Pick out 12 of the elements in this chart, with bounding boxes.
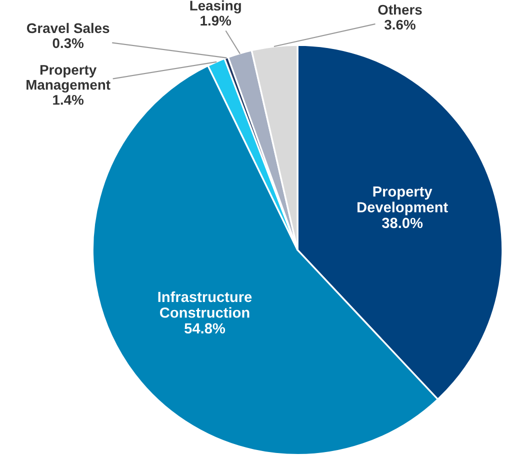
slice-label: Leasing (190, 0, 241, 14)
slice-label: Infrastructure Construction (158, 291, 252, 318)
data-label: 54.8% (184, 323, 226, 334)
data-label: 3.6% (384, 20, 416, 30)
data-label: 1.4% (53, 94, 84, 105)
data-label: 38.0% (382, 218, 423, 228)
slice-label: Others (378, 4, 422, 15)
slice-label: Property Management (26, 65, 110, 93)
data-label: 1.9% (200, 16, 232, 26)
slice-label: Property Development (358, 186, 448, 216)
slice-label: Gravel Sales (26, 22, 110, 34)
data-label: 0.3% (52, 38, 84, 48)
